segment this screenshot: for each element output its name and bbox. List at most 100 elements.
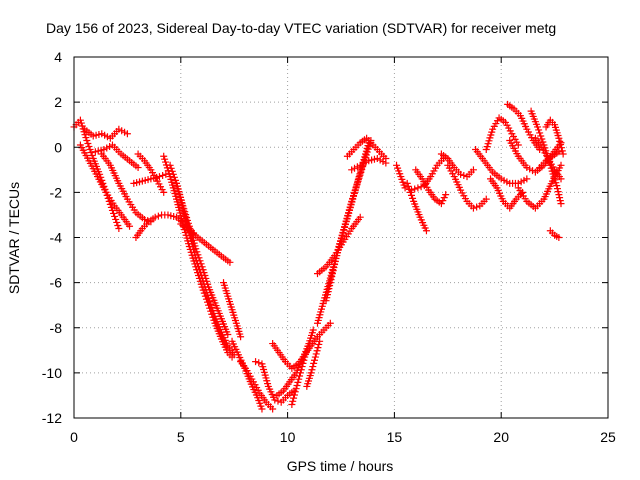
data-point <box>414 184 422 192</box>
data-point <box>126 222 134 230</box>
data-point <box>523 175 531 183</box>
data-point <box>208 303 216 311</box>
y-tick-label: -6 <box>50 275 63 291</box>
data-point <box>324 288 332 296</box>
data-point <box>292 385 300 393</box>
data-point <box>328 273 336 281</box>
series-arc-25 <box>348 155 390 174</box>
data-point <box>159 171 167 179</box>
data-point <box>296 372 304 380</box>
data-point <box>112 215 120 223</box>
series-arc-8 <box>134 150 168 196</box>
data-point <box>252 358 260 366</box>
data-point <box>86 146 94 154</box>
series-arc-5 <box>91 141 142 172</box>
data-point <box>555 148 563 156</box>
data-point <box>437 200 445 208</box>
data-point <box>330 264 338 272</box>
data-point <box>401 184 409 192</box>
data-point <box>323 294 331 302</box>
data-point <box>155 173 163 181</box>
data-point <box>207 300 215 308</box>
y-tick-label: -8 <box>50 320 63 336</box>
data-point <box>405 185 413 193</box>
data-point <box>482 195 490 203</box>
data-point <box>258 405 266 413</box>
data-point <box>557 141 565 149</box>
data-point <box>537 132 545 140</box>
y-tick-label: 2 <box>54 94 62 110</box>
data-point <box>422 227 430 235</box>
series-arc-28 <box>403 179 430 235</box>
series-arc-1 <box>70 116 123 232</box>
data-point <box>237 333 245 341</box>
data-point <box>312 350 320 358</box>
data-point <box>442 191 450 199</box>
data-point <box>255 359 263 367</box>
data-point <box>557 200 565 208</box>
data-point <box>83 136 91 144</box>
axes: 0 5 10 15 20 25 -12 -10 -8 -6 -4 -2 0 2 4 <box>42 49 616 445</box>
y-tick-label: 0 <box>54 139 62 155</box>
data-point <box>151 213 159 221</box>
data-point <box>110 209 118 217</box>
data-point <box>315 340 323 348</box>
data-point <box>469 166 477 174</box>
series-arc-40 <box>536 148 563 172</box>
x-tick-label: 5 <box>177 429 185 445</box>
data-point <box>555 191 563 199</box>
data-point <box>557 175 565 183</box>
data-point <box>296 369 304 377</box>
data-point <box>382 159 390 167</box>
data-point <box>107 203 115 211</box>
data-point <box>299 359 307 367</box>
series-arc-42 <box>546 227 563 241</box>
data-point <box>469 204 477 212</box>
series-arc-34 <box>487 175 527 212</box>
data-point <box>559 150 567 158</box>
data-point <box>329 267 337 275</box>
data-point <box>404 182 412 190</box>
data-point <box>290 391 298 399</box>
data-point <box>209 306 217 314</box>
data-point <box>170 173 178 181</box>
data-point <box>323 291 331 299</box>
data-point <box>154 212 162 220</box>
data-point <box>134 164 142 172</box>
data-point <box>326 279 334 287</box>
y-tick-label: -2 <box>50 184 63 200</box>
data-point <box>409 194 417 202</box>
data-point <box>293 382 301 390</box>
series-arc-26 <box>393 161 409 192</box>
data-point <box>162 170 170 178</box>
data-point <box>297 366 305 374</box>
data-point <box>534 123 542 131</box>
x-axis-label: GPS time / hours <box>287 458 394 474</box>
series-arc-22 <box>322 136 375 305</box>
data-point <box>309 326 317 334</box>
data-point <box>310 359 318 367</box>
data-point <box>166 161 174 169</box>
data-points <box>70 100 567 413</box>
data-point <box>555 234 563 241</box>
y-tick-label: -10 <box>42 365 62 381</box>
x-tick-label: 25 <box>600 429 616 445</box>
series-arc-11 <box>173 179 238 359</box>
data-point <box>557 161 565 169</box>
data-point <box>313 347 321 355</box>
data-point <box>440 194 448 202</box>
chart-title: Day 156 of 2023, Sidereal Day-to-day VTE… <box>46 20 556 36</box>
data-point <box>171 176 179 184</box>
series-arc-41 <box>542 116 567 158</box>
data-point <box>294 378 302 386</box>
data-point <box>558 147 566 155</box>
data-point <box>311 353 319 361</box>
series-arc-23 <box>314 213 364 278</box>
data-point <box>403 179 411 187</box>
series-arc-14 <box>228 337 266 413</box>
series-arc-6 <box>130 170 170 187</box>
data-point <box>123 130 131 138</box>
data-point <box>554 188 562 196</box>
data-point <box>289 397 297 405</box>
